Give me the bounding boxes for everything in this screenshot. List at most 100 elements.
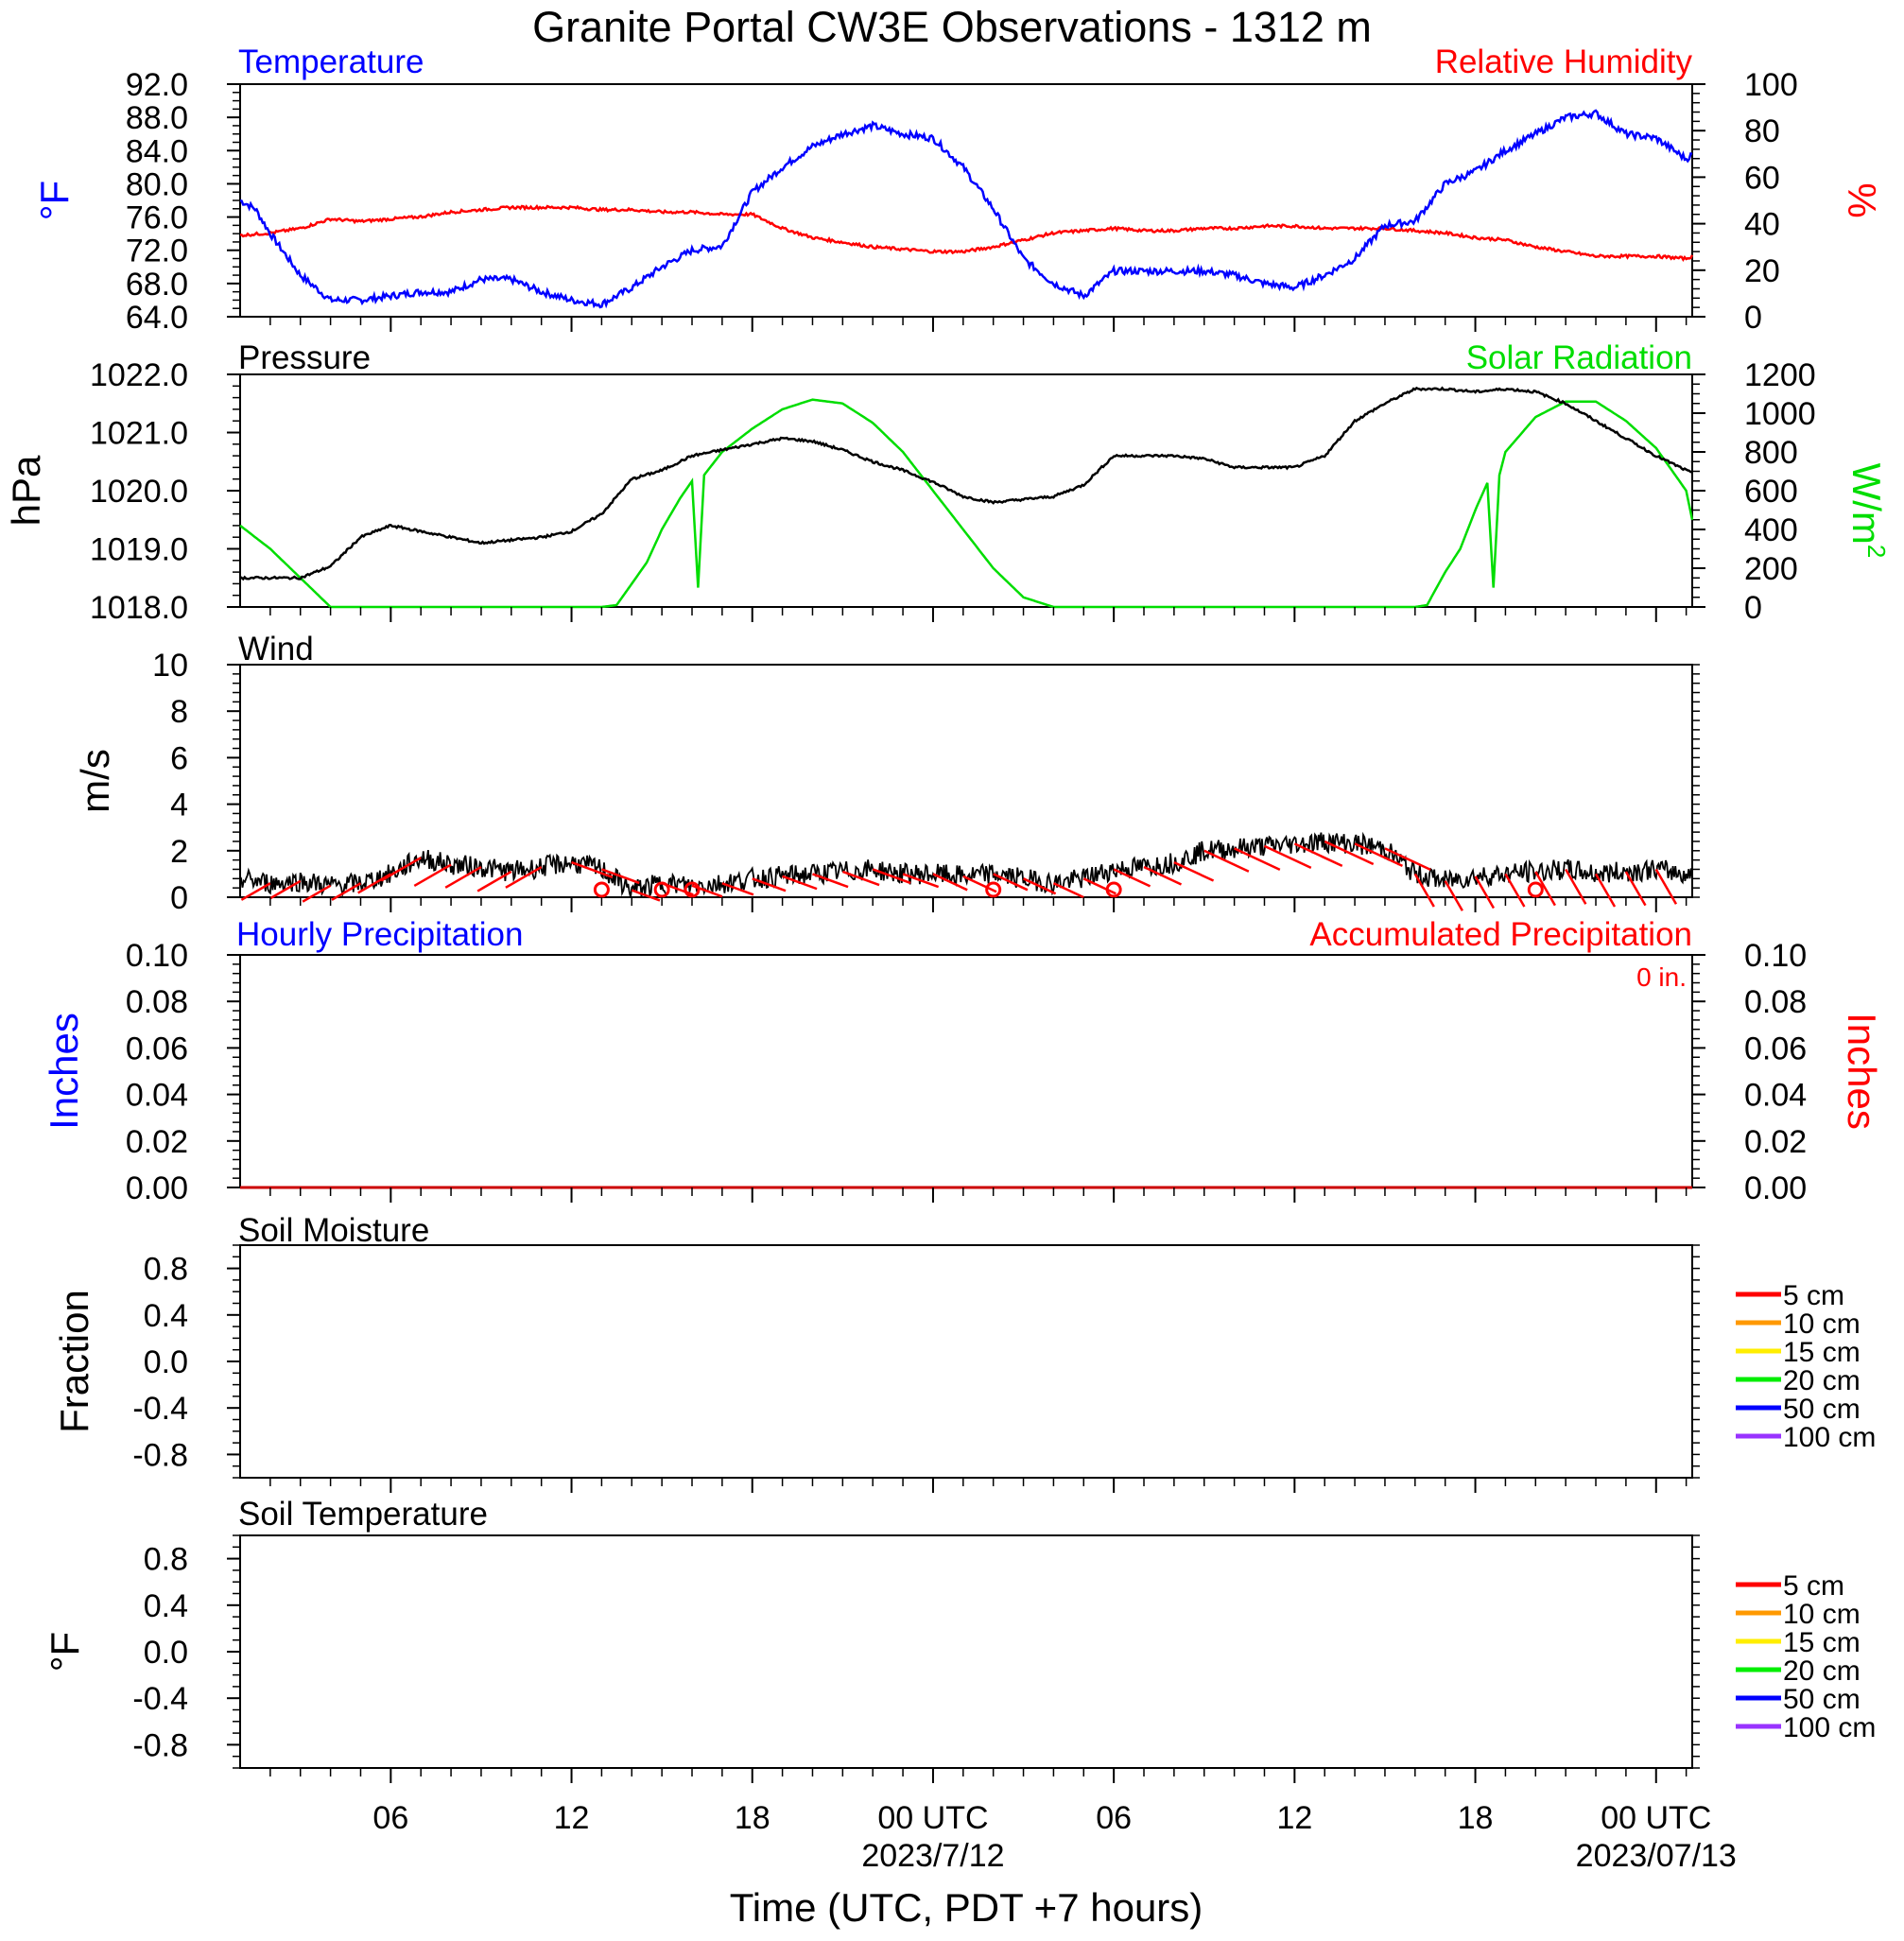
wind-tick-label: 2 (170, 834, 188, 870)
wind-barb (1052, 882, 1084, 899)
soil-moisture-tick-label: -0.4 (132, 1391, 188, 1427)
wind-panel: Wind m/s 0 2 4 6 8 10 (73, 631, 1700, 916)
temperature-tick-label: 88.0 (126, 100, 188, 136)
soil-temp-tick-label: -0.4 (132, 1681, 188, 1717)
legend-label: 50 cm (1783, 1684, 1861, 1715)
temperature-tick-label: 80.0 (126, 166, 188, 202)
humidity-tick-label: 40 (1744, 207, 1780, 243)
humidity-ticks: 0 20 40 60 80 100 (1692, 67, 1798, 336)
soil-temp-tick-label: 0.0 (144, 1635, 188, 1671)
pressure-units: hPa (4, 455, 48, 526)
calm-wind-marker (593, 881, 610, 898)
time-axis-ticks (269, 317, 1688, 1783)
legend-label: 5 cm (1783, 1280, 1844, 1311)
time-tick-label: 00 UTC (1601, 1800, 1711, 1836)
pressure-tick-label: 1019.0 (90, 532, 188, 568)
accum-precip-tick-label: 0.02 (1744, 1124, 1807, 1160)
time-tick-label: 06 (1096, 1800, 1132, 1836)
calm-wind-marker (684, 881, 701, 898)
time-date-label: 2023/07/13 (1576, 1838, 1737, 1874)
soil-temp-ticks: -0.8 -0.4 0.0 0.4 0.8 (132, 1534, 240, 1769)
humidity-tick-label: 80 (1744, 113, 1780, 149)
accum-precip-tick-label: 0.10 (1744, 938, 1807, 974)
solar-tick-label: 1200 (1744, 357, 1816, 393)
wind-barbs (240, 840, 1678, 911)
wind-title: Wind (238, 631, 314, 667)
wind-barb (631, 889, 661, 902)
wind-barb (1624, 871, 1647, 907)
temperature-tick-label: 84.0 (126, 133, 188, 169)
legend-label: 15 cm (1783, 1337, 1861, 1368)
wind-barb (1504, 873, 1526, 908)
legend-label: 20 cm (1783, 1655, 1861, 1687)
x-axis-label: Time (UTC, PDT +7 hours) (730, 1885, 1203, 1930)
wind-barb (1082, 877, 1116, 895)
soil-temp-tick-label: 0.4 (144, 1588, 188, 1624)
calm-wind-marker (1527, 881, 1544, 898)
wind-speed-line (239, 831, 1693, 899)
soil-moisture-tick-label: 0.4 (144, 1298, 188, 1334)
wind-barb (302, 884, 332, 903)
time-tick-label: 18 (1458, 1800, 1494, 1836)
temperature-title: Temperature (238, 43, 424, 80)
temperature-line (239, 109, 1693, 309)
wind-barb (380, 857, 422, 882)
temp-rh-frame (239, 83, 1693, 318)
wind-barb (993, 873, 1029, 892)
accum-precip-title: Accumulated Precipitation (1309, 916, 1692, 953)
wind-barb (1324, 840, 1375, 866)
humidity-line (239, 204, 1694, 263)
wind-tick-label: 6 (170, 740, 188, 776)
pressure-ticks: 1018.0 1019.0 1020.0 1021.0 1022.0 (90, 357, 240, 626)
pressure-solar-panel: Pressure Solar Radiation hPa W/m2 1018.0… (4, 339, 1891, 626)
wind-barb (1203, 849, 1250, 873)
hourly-precip-tick-label: 0.10 (126, 938, 188, 974)
wind-barb (721, 882, 754, 896)
soil-temp-title: Soil Temperature (238, 1496, 488, 1533)
accum-precip-units: Inches (1840, 1013, 1884, 1130)
soil-temp-tick-label: -0.8 (132, 1727, 188, 1763)
wind-barb (1384, 847, 1431, 871)
hourly-precip-tick-label: 0.06 (126, 1031, 188, 1066)
solar-tick-label: 200 (1744, 551, 1798, 587)
soil-moisture-tick-label: 0.8 (144, 1252, 188, 1288)
soil-moisture-units: Fraction (52, 1290, 96, 1433)
wind-tick-label: 0 (170, 880, 188, 916)
soil-temp-tick-label: 0.8 (144, 1542, 188, 1578)
wind-barb (1413, 873, 1435, 908)
pressure-tick-label: 1020.0 (90, 474, 188, 510)
legend-label: 10 cm (1783, 1599, 1861, 1630)
wind-barb (269, 879, 302, 900)
legend-label: 100 cm (1783, 1712, 1876, 1743)
pressure-line (239, 386, 1693, 581)
wind-barb (932, 873, 968, 892)
hourly-precip-title: Hourly Precipitation (236, 916, 523, 953)
time-tick-label: 12 (554, 1800, 590, 1836)
soil-temp-right-minor-ticks (1692, 1534, 1700, 1769)
soil-moisture-tick-label: 0.0 (144, 1344, 188, 1380)
humidity-title: Relative Humidity (1435, 43, 1693, 80)
wind-barb (1023, 877, 1057, 895)
wind-barb (1143, 865, 1183, 886)
soil-moisture-title: Soil Moisture (238, 1212, 429, 1249)
solar-tick-label: 400 (1744, 512, 1798, 548)
wind-barb (331, 882, 362, 901)
hourly-precip-tick-label: 0.00 (126, 1170, 188, 1206)
solar-units-sup: 2 (1862, 545, 1891, 558)
pressure-tick-label: 1022.0 (90, 357, 188, 393)
temperature-ticks: 64.068.072.076.080.084.088.092.0 (126, 67, 240, 336)
time-tick-label: 18 (735, 1800, 770, 1836)
solar-title: Solar Radiation (1466, 339, 1692, 376)
hourly-precip-tick-label: 0.08 (126, 984, 188, 1020)
wind-barb (1234, 847, 1281, 871)
humidity-tick-label: 0 (1744, 300, 1762, 336)
hourly-precip-ticks: 0.00 0.02 0.04 0.06 0.08 0.10 (126, 938, 240, 1206)
hourly-precip-tick-label: 0.02 (126, 1124, 188, 1160)
solar-tick-label: 1000 (1744, 396, 1816, 432)
solar-units-base: W/m (1844, 463, 1889, 545)
time-tick-label: 06 (372, 1800, 408, 1836)
soil-moisture-ticks: -0.8 -0.4 0.0 0.4 0.8 (132, 1244, 240, 1479)
pressure-title: Pressure (238, 339, 371, 376)
pressure-tick-label: 1021.0 (90, 416, 188, 452)
